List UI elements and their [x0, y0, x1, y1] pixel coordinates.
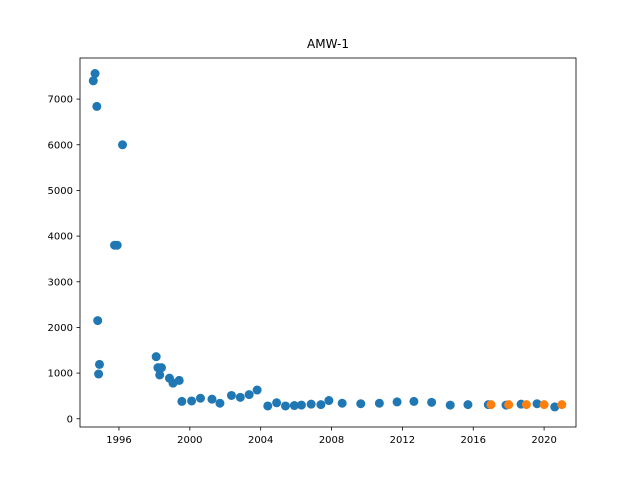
chart-title: AMW-1	[307, 37, 349, 51]
x-tick-label: 2012	[390, 435, 415, 446]
scatter-point-series-1	[252, 385, 262, 395]
scatter-point-series-1	[244, 390, 254, 400]
scatter-point-series-1	[409, 396, 419, 406]
y-tick-label: 6000	[48, 140, 73, 151]
scatter-point-series-1	[177, 396, 187, 406]
y-tick-label: 0	[67, 414, 73, 425]
x-tick-label: 2020	[531, 435, 556, 446]
scatter-point-series-1	[306, 399, 316, 409]
scatter-point-series-1	[226, 390, 236, 400]
scatter-point-series-2	[504, 400, 514, 410]
scatter-point-series-1	[289, 401, 299, 411]
scatter-point-series-1	[337, 398, 347, 408]
scatter-point-series-1	[88, 76, 98, 86]
y-axis: 0 1000 2000 3000 4000 5000 6000 7000	[48, 95, 80, 425]
y-tick-label: 4000	[48, 232, 73, 243]
scatter-point-series-1	[374, 398, 384, 408]
y-tick-label: 5000	[48, 186, 73, 197]
scatter-point-series-1	[427, 397, 437, 407]
scatter-point-series-1	[296, 400, 306, 410]
y-tick-label: 3000	[48, 277, 73, 288]
x-axis: 1996 2000 2004 2008 2012 2016 2020	[106, 427, 557, 446]
scatter-point-series-1	[195, 393, 205, 403]
scatter-point-series-2	[557, 400, 567, 410]
scatter-point-series-1	[215, 398, 225, 408]
scatter-point-series-1	[92, 101, 102, 111]
scatter-point-series-1	[90, 69, 100, 79]
scatter-point-series-1	[174, 375, 184, 385]
scatter-point-series-1	[112, 240, 122, 250]
scatter-point-series-1	[156, 363, 166, 373]
scatter-point-series-1	[151, 352, 161, 362]
scatter-point-series-1	[463, 400, 473, 410]
y-tick-label: 7000	[48, 95, 73, 106]
scatter-point-series-1	[207, 394, 217, 404]
x-tick-label: 2016	[461, 435, 486, 446]
scatter-point-series-1	[235, 392, 245, 402]
scatter-point-series-2	[539, 400, 549, 410]
scatter-point-series-1	[272, 398, 282, 408]
scatter-point-series-1	[550, 402, 560, 412]
scatter-point-series-2	[486, 400, 496, 410]
x-tick-label: 1996	[106, 435, 131, 446]
scatter-point-series-1	[187, 396, 197, 406]
x-tick-label: 2004	[248, 435, 273, 446]
scatter-point-series-1	[356, 399, 366, 409]
scatter-point-series-1	[532, 399, 542, 409]
scatter-point-series-1	[94, 359, 104, 369]
scatter-point-series-1	[118, 140, 128, 150]
y-tick-label: 1000	[48, 369, 73, 380]
y-tick-label: 2000	[48, 323, 73, 334]
x-tick-label: 2000	[177, 435, 202, 446]
plot-area-frame	[79, 57, 577, 428]
scatter-point-series-1	[445, 400, 455, 410]
scatter-point-series-1	[324, 396, 334, 406]
scatter-point-series-1	[93, 316, 103, 326]
x-tick-label: 2008	[319, 435, 344, 446]
scatter-point-series-1	[392, 397, 402, 407]
scatter-point-series-1	[155, 370, 165, 380]
scatter-point-series-1	[316, 400, 326, 410]
points-layer	[88, 69, 567, 412]
scatter-point-series-2	[521, 400, 531, 410]
scatter-point-series-1	[94, 369, 104, 379]
scatter-point-series-1	[280, 401, 290, 411]
scatter-point-series-1	[263, 401, 273, 411]
